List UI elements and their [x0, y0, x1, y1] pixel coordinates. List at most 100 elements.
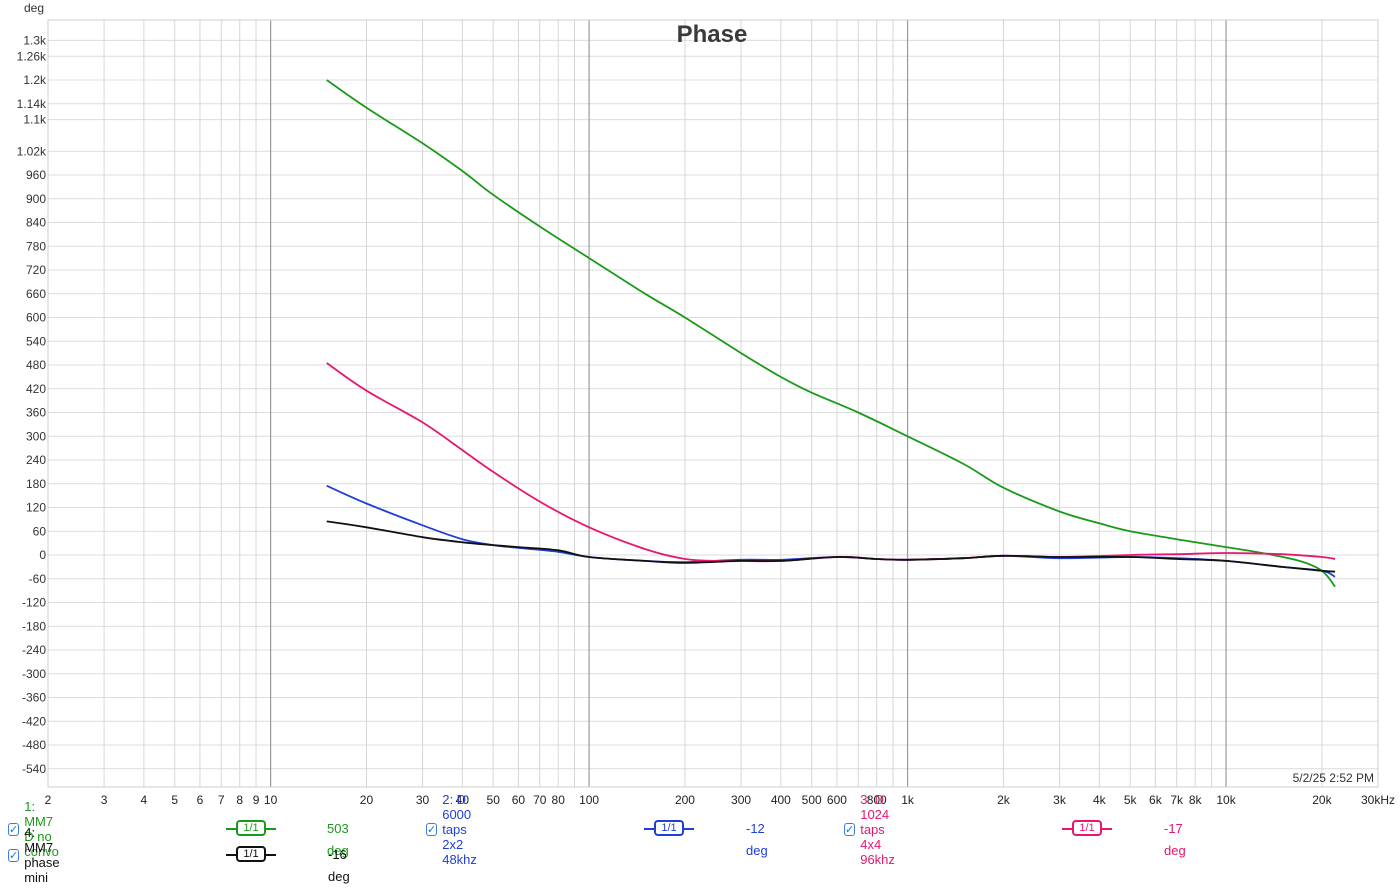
- x-tick-label: 20k: [1312, 793, 1332, 807]
- x-tick-label: 5k: [1124, 793, 1138, 807]
- legend-value: -17 deg: [1164, 821, 1186, 858]
- checkbox-icon[interactable]: ✓: [844, 822, 856, 836]
- chart-title: Phase: [677, 21, 748, 48]
- legend-label: 4: MM7 phase mini: [24, 825, 60, 885]
- legend-value: 503 deg: [327, 821, 349, 858]
- timestamp: 5/2/25 2:52 PM: [1293, 771, 1374, 785]
- y-tick-label: -360: [22, 691, 46, 705]
- y-tick-label: 780: [26, 239, 46, 253]
- y-tick-label: 720: [26, 263, 46, 277]
- x-tick-label: 6: [197, 793, 204, 807]
- x-tick-label: 200: [675, 793, 695, 807]
- y-tick-label: -300: [22, 667, 46, 681]
- x-tick-label: 3: [101, 793, 108, 807]
- x-tick-label: 8k: [1189, 793, 1203, 807]
- plot-frame: [47, 19, 1379, 788]
- y-tick-label: 360: [26, 406, 46, 420]
- y-tick-label: 1.1k: [23, 113, 47, 127]
- x-tick-label: 2k: [997, 793, 1011, 807]
- y-tick-label: 240: [26, 453, 46, 467]
- x-tick-label: 4k: [1093, 793, 1107, 807]
- y-tick-label: -240: [22, 643, 46, 657]
- series-line: [326, 79, 1336, 588]
- x-tick-label: 600: [827, 793, 847, 807]
- y-tick-label: 540: [26, 334, 46, 348]
- y-tick-label: 1.14k: [17, 97, 47, 111]
- x-tick-label: 7k: [1170, 793, 1184, 807]
- x-tick-label: 7: [218, 793, 225, 807]
- y-tick-label: 420: [26, 382, 46, 396]
- y-tick-label: -540: [22, 762, 46, 776]
- x-tick-label: 400: [771, 793, 791, 807]
- x-tick-label: 500: [802, 793, 822, 807]
- x-tick-label: 50: [487, 793, 501, 807]
- x-tick-label: 30: [416, 793, 430, 807]
- legend-item-1[interactable]: ✓ 1: MM7 D no convo: [8, 799, 61, 859]
- y-tick-label: 840: [26, 216, 46, 230]
- legend-label: 2: D 6000 taps 2x2 48khz: [442, 791, 477, 867]
- x-tick-label: 800: [867, 793, 887, 807]
- legend-value: -16 deg: [328, 847, 350, 884]
- x-tick-label: 1k: [901, 793, 915, 807]
- phase-chart: 1.3k1.26k1.2k1.14k1.1k1.02k9609008407807…: [17, 1, 1395, 807]
- y-tick-label: -60: [29, 572, 47, 586]
- smoothing-label: 1/1: [236, 820, 266, 836]
- y-tick-label: 1.02k: [17, 144, 47, 158]
- y-axis-ticks: 1.3k 1.26k 1.2k 1.14k 1.1k 1.02k 960 900 840 780 7…: [17, 33, 47, 775]
- x-tick-label: 5: [171, 793, 178, 807]
- smoothing-label: 1/1: [1072, 820, 1102, 836]
- smoothing-button[interactable]: 1/1: [226, 846, 278, 864]
- checkbox-icon[interactable]: ✓: [426, 822, 438, 836]
- y-tick-label: 1.26k: [17, 49, 47, 63]
- x-tick-label: 60: [512, 793, 526, 807]
- legend-label: 1: MM7 D no convo: [24, 799, 59, 859]
- x-tick-label: 9: [253, 793, 260, 807]
- smoothing-button[interactable]: 1/1: [644, 820, 696, 838]
- legend-item-4[interactable]: ✓ 4: MM7 phase mini: [8, 825, 61, 885]
- smoothing-label: 1/1: [654, 820, 684, 836]
- x-axis-ticks: 2 3 4 5 6 7 8 9 10 20 30 40 50 60 70 80 100 200 300 400 500 6…: [45, 793, 1395, 807]
- series-line: [326, 520, 1336, 573]
- y-tick-label: 300: [26, 429, 46, 443]
- y-tick-label: 960: [26, 168, 46, 182]
- y-tick-label: 60: [33, 524, 47, 538]
- x-tick-label: 100: [579, 793, 599, 807]
- y-tick-label: -480: [22, 738, 46, 752]
- x-tick-label: 80: [552, 793, 566, 807]
- x-tick-label: 4: [141, 793, 148, 807]
- y-tick-label: 180: [26, 477, 46, 491]
- y-tick-label: 1.2k: [23, 73, 47, 87]
- y-tick-label: 0: [39, 548, 46, 562]
- y-tick-label: 660: [26, 287, 46, 301]
- x-tick-label: 2: [45, 793, 52, 807]
- checkbox-icon[interactable]: ✓: [8, 848, 20, 862]
- legend-value: -12 deg: [746, 821, 768, 858]
- smoothing-label: 1/1: [236, 846, 266, 862]
- y-tick-label: -120: [22, 596, 46, 610]
- chart-series: [326, 79, 1336, 588]
- y-tick-label: 900: [26, 192, 46, 206]
- y-tick-label: 1.3k: [23, 33, 47, 47]
- x-tick-label: 20: [360, 793, 374, 807]
- x-tick-label: 300: [731, 793, 751, 807]
- legend-item-2[interactable]: ✓ 2: D 6000 taps 2x2 48khz: [426, 792, 479, 867]
- x-tick-label: 8: [236, 793, 243, 807]
- y-tick-label: 120: [26, 501, 46, 515]
- y-tick-label: 600: [26, 311, 46, 325]
- smoothing-button[interactable]: 1/1: [226, 820, 278, 838]
- x-tick-label: 40: [456, 793, 470, 807]
- chart-grid: [47, 20, 1379, 787]
- x-tick-label: 3k: [1053, 793, 1067, 807]
- y-tick-label: -180: [22, 619, 46, 633]
- legend-item-3[interactable]: ✓ 3: D 1024 taps 4x4 96khz: [844, 792, 897, 867]
- x-tick-label: 10k: [1216, 793, 1236, 807]
- y-tick-label: 480: [26, 358, 46, 372]
- legend-label: 3: D 1024 taps 4x4 96khz: [860, 791, 895, 867]
- y-tick-label: -420: [22, 714, 46, 728]
- smoothing-button[interactable]: 1/1: [1062, 820, 1114, 838]
- x-tick-label: 6k: [1149, 793, 1163, 807]
- x-tick-label: 70: [533, 793, 547, 807]
- x-tick-label: 30kHz: [1361, 793, 1395, 807]
- x-tick-label: 10: [264, 793, 278, 807]
- checkbox-icon[interactable]: ✓: [8, 822, 20, 836]
